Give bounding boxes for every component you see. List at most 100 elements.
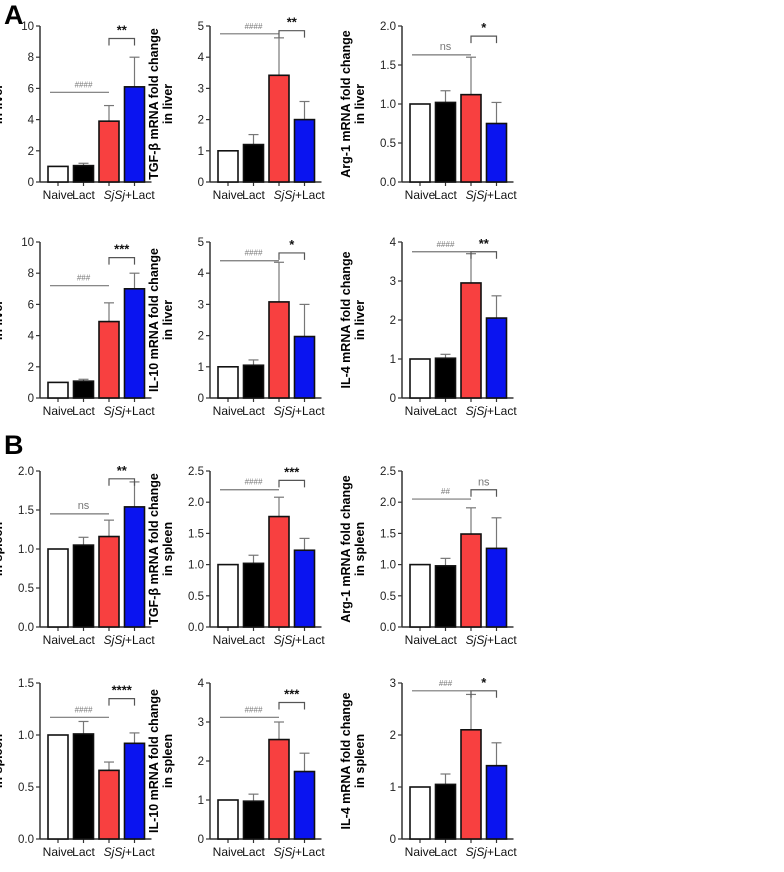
y-tick-label: 1.5 <box>18 678 34 690</box>
significance-label: ns <box>78 500 90 512</box>
x-tick-label: Lact <box>242 188 265 202</box>
bar-lact <box>72 544 95 628</box>
y-tick-label: 2.0 <box>18 466 34 478</box>
bar-sj <box>268 515 290 628</box>
significance-label: #### <box>245 249 263 258</box>
x-tick-label: Naive <box>405 633 436 647</box>
y-tick-label: 2 <box>198 756 204 768</box>
comparison-bracket <box>470 489 498 497</box>
comparison-bracket <box>108 478 136 486</box>
x-tick-label: Naive <box>213 188 244 202</box>
bar-sj <box>268 301 290 399</box>
bar-naive <box>217 563 239 628</box>
y-axis-label: IL-4 mRNA fold change <box>339 251 353 388</box>
bar-sj <box>268 74 290 183</box>
y-tick-label: 2 <box>390 315 396 327</box>
significance-label: ## <box>441 487 450 496</box>
y-tick-label: 0.5 <box>18 583 34 595</box>
x-tick-label: Sj+Lact <box>114 633 155 647</box>
y-axis-label: in spleen <box>0 734 5 788</box>
x-tick-label: Sj+Lact <box>114 404 155 418</box>
x-tick-label: Sj+Lact <box>284 633 325 647</box>
significance-label: ns <box>478 477 490 489</box>
significance-label: #### <box>75 80 93 89</box>
comparison-bracket <box>278 30 306 38</box>
y-axis-label: in spleen <box>161 734 175 788</box>
bar-sj-plus-lact <box>485 122 508 183</box>
y-tick-label: 4 <box>198 678 205 690</box>
x-tick-label: Naive <box>405 845 436 859</box>
x-tick-label: Sj+Lact <box>284 404 325 418</box>
bar-sj <box>460 282 482 399</box>
x-tick-label: Sj <box>274 845 285 859</box>
y-tick-label: 0.0 <box>18 622 34 634</box>
panel-label-b: B <box>4 430 24 460</box>
y-axis-label: Arg-1 mRNA fold change <box>339 475 353 623</box>
bar-naive <box>409 103 431 183</box>
y-tick-label: 2.0 <box>188 497 204 509</box>
y-axis-label: IL-10 mRNA fold change <box>147 689 161 833</box>
bar-naive <box>217 799 239 840</box>
bar-chart-3: Arg-1 mRNA fold change in liver 0.0 0.5 1.0 1… <box>339 20 517 202</box>
y-axis-label: in liver <box>353 300 367 340</box>
bar-naive <box>409 358 431 399</box>
significance-label: *** <box>114 242 130 257</box>
x-tick-label: Naive <box>213 845 244 859</box>
x-tick-label: Sj+Lact <box>476 845 517 859</box>
bar-lact <box>434 783 457 840</box>
significance-label: #### <box>437 240 455 249</box>
x-tick-label: Sj+Lact <box>284 845 325 859</box>
y-axis-label: in spleen <box>161 522 175 576</box>
significance-label: #### <box>245 478 263 487</box>
y-tick-label: 0 <box>390 393 396 405</box>
comparison-bracket <box>470 690 498 698</box>
bar-lact <box>242 364 265 399</box>
bar-naive <box>217 150 239 183</box>
y-axis-label: in spleen <box>353 734 367 788</box>
bar-sj-plus-lact <box>123 86 146 183</box>
x-tick-label: Lact <box>434 845 457 859</box>
significance-label: **** <box>112 683 133 698</box>
y-axis-label: in liver <box>161 84 175 124</box>
bar-sj-plus-lact <box>293 335 316 399</box>
bar-sj <box>460 729 482 840</box>
bar-naive <box>47 381 69 399</box>
significance-label: #### <box>245 22 263 31</box>
x-tick-label: Sj <box>104 845 115 859</box>
y-tick-label: 0 <box>198 393 204 405</box>
x-tick-label: Sj <box>466 188 477 202</box>
significance-label: #### <box>245 705 263 714</box>
y-tick-label: 2.0 <box>380 497 396 509</box>
y-tick-label: 1.0 <box>380 560 396 572</box>
y-tick-label: 3 <box>198 717 204 729</box>
y-tick-label: 1 <box>198 146 204 158</box>
y-tick-label: 10 <box>21 21 34 33</box>
y-axis-label: Arg-1 mRNA fold change <box>339 30 353 178</box>
x-tick-label: Sj+Lact <box>476 404 517 418</box>
significance-label: ** <box>117 463 128 478</box>
y-tick-label: 1 <box>198 795 204 807</box>
bar-lact <box>242 800 265 840</box>
significance-label: ns <box>440 41 452 53</box>
bar-naive <box>409 563 431 628</box>
y-tick-label: 3 <box>390 678 396 690</box>
x-tick-label: Sj <box>466 633 477 647</box>
y-tick-label: 0.0 <box>380 622 396 634</box>
y-axis-label: in liver <box>0 300 5 340</box>
bar-sj-plus-lact <box>123 742 146 840</box>
significance-label: ** <box>117 22 128 37</box>
y-axis-label: in spleen <box>0 522 5 576</box>
y-tick-label: 0.5 <box>380 591 396 603</box>
y-tick-label: 0.0 <box>18 834 34 846</box>
y-axis-label: IL-4 mRNA fold change <box>339 692 353 829</box>
y-tick-label: 8 <box>28 52 34 64</box>
y-tick-label: 2 <box>390 730 396 742</box>
bar-sj <box>98 320 120 399</box>
comparison-bracket <box>108 37 136 46</box>
bar-lact <box>242 143 265 183</box>
x-tick-label: Lact <box>242 845 265 859</box>
y-tick-label: 1.0 <box>380 99 396 111</box>
x-tick-label: Lact <box>434 404 457 418</box>
bar-chart-5: IL-10 mRNA fold change in liver 0 1 2 3 4 5 Naiv… <box>147 237 325 418</box>
significance-label: ### <box>439 679 453 688</box>
